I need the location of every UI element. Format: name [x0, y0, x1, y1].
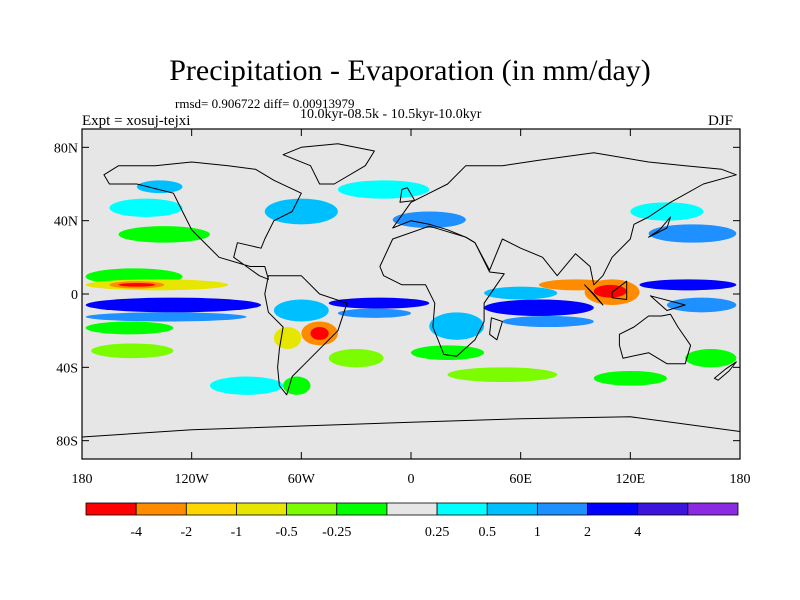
field-patch-32 [392, 211, 466, 228]
coastline-4 [379, 225, 505, 357]
field-patch-21 [502, 316, 594, 327]
field-patch-3 [118, 283, 156, 287]
figure-title: Precipitation - Evaporation (in mm/day) [169, 54, 651, 87]
field-patch-17 [328, 349, 384, 368]
coastline-5 [618, 313, 692, 365]
field-patch-22 [484, 286, 558, 300]
colorbar-swatch-11 [637, 502, 689, 516]
field-patch-27 [666, 297, 737, 313]
field-patch-31 [337, 180, 430, 199]
coastline-2 [282, 143, 375, 185]
period-text: 10.0kyr-08.5k - 10.5kyr-10.0kyr [300, 107, 482, 122]
field-patch-13 [310, 327, 329, 340]
coastline-12 [713, 361, 737, 381]
lat-tick-label: 80N [54, 141, 78, 156]
colorbar-swatch-4 [286, 502, 338, 516]
coastline-9 [611, 280, 628, 300]
coastline-0 [103, 161, 302, 280]
colorbar-label: 4 [634, 525, 641, 540]
colorbar-label: -0.5 [276, 525, 298, 540]
colorbar-swatch-1 [135, 502, 187, 516]
lon-axis: 180 120W 60W 0 60E 120E 180 [72, 129, 751, 487]
colorbar-label: -2 [180, 525, 192, 540]
field-patch-29 [630, 202, 704, 221]
field-patch-15 [328, 297, 430, 309]
colorbar-label: 2 [584, 525, 591, 540]
coastline-13 [82, 416, 740, 459]
field-patch-19 [411, 345, 485, 360]
lat-axis: 80N 40N 0 40S 80S [54, 141, 740, 450]
coastline-7 [648, 216, 671, 238]
lon-tick-label: 0 [408, 472, 415, 487]
colorbar-label: -1 [231, 525, 243, 540]
colorbar-swatch-3 [236, 502, 288, 516]
lat-tick-label: 40S [56, 361, 78, 376]
field-patch-4 [85, 297, 262, 313]
colorbar-swatch-10 [587, 502, 639, 516]
field-patch-5 [85, 312, 247, 322]
colorbar-label: -4 [130, 525, 142, 540]
lon-tick-label: 60W [288, 472, 316, 487]
colorbar-label: 0.25 [425, 525, 450, 540]
colorbar-swatch-2 [185, 502, 237, 516]
colorbar: -4 -2 -1 -0.5 -0.25 0.25 0.5 1 2 4 [85, 502, 739, 540]
experiment-label: Expt = xosuj-tejxi [82, 113, 191, 129]
lon-tick-label: 180 [730, 472, 751, 487]
field-patch-34 [209, 376, 284, 395]
field-patch-28 [648, 224, 737, 243]
colorbar-swatch-8 [486, 502, 538, 516]
field-patch-37 [685, 349, 737, 368]
coastline-10 [649, 295, 686, 311]
stats-text: rmsd= 0.906722 diff= 0.00913979 [175, 96, 355, 111]
field-patch-11 [273, 299, 329, 322]
coastline-11 [489, 317, 503, 341]
lon-tick-label: 180 [72, 472, 93, 487]
colorbar-label: 0.5 [478, 525, 496, 540]
lon-tick-label: 120W [175, 472, 210, 487]
colorbar-swatch-5 [336, 502, 388, 516]
colorbar-swatch-0 [85, 502, 137, 516]
coastline-layer [82, 143, 740, 459]
colorbar-label: -0.25 [322, 525, 351, 540]
colorbar-swatch-12 [687, 502, 739, 516]
field-patch-20 [484, 299, 594, 316]
colorbar-swatch-7 [436, 502, 488, 516]
field-patch-14 [273, 327, 302, 349]
field-patch-8 [118, 226, 210, 243]
field-patch-7 [91, 343, 174, 359]
colorbar-label: 1 [534, 525, 541, 540]
field-patch-6 [85, 321, 174, 335]
field-patch-10 [136, 180, 183, 194]
field-patch-16 [337, 308, 412, 318]
map-background [82, 129, 740, 459]
lon-tick-label: 60E [509, 472, 532, 487]
field-patch-33 [283, 376, 311, 395]
coastline-6 [399, 187, 416, 203]
field-patch-18 [429, 312, 485, 340]
lon-tick-label: 120E [616, 472, 646, 487]
field-patch-25 [593, 284, 627, 298]
colorbar-swatch-9 [536, 502, 588, 516]
field-patch-35 [447, 367, 558, 382]
season-label: DJF [708, 113, 734, 129]
lat-tick-label: 80S [56, 435, 78, 450]
lat-tick-label: 40N [54, 215, 78, 230]
field-patch-26 [639, 279, 737, 291]
field-layer [85, 180, 737, 395]
field-patch-9 [109, 198, 183, 217]
field-patch-30 [264, 198, 338, 225]
field-patch-36 [593, 371, 667, 386]
coastline-1 [264, 275, 348, 396]
lat-tick-label: 0 [71, 288, 78, 303]
coastline-8 [584, 284, 604, 306]
colorbar-swatch-6 [386, 502, 438, 516]
